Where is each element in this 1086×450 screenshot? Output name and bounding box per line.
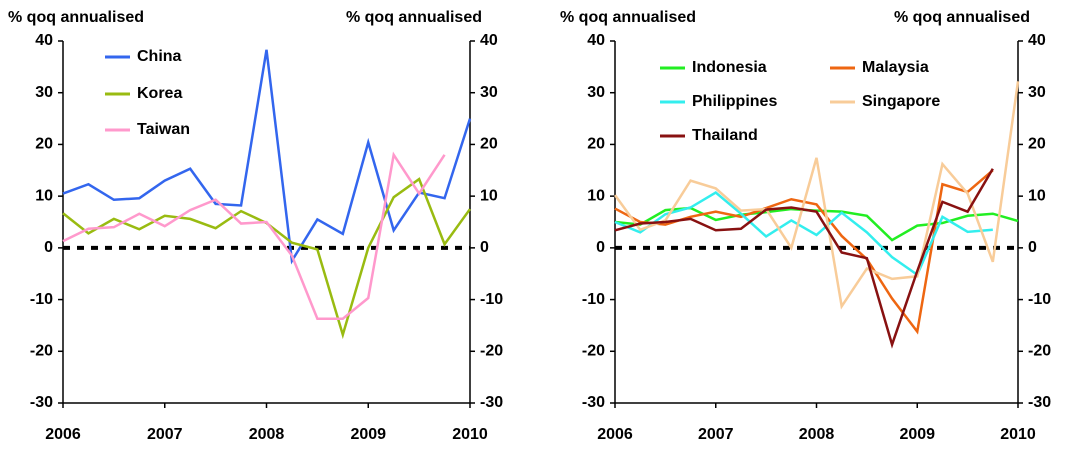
series-line [62, 151, 446, 320]
y-tick-label: -20 [582, 343, 605, 360]
series-line [62, 177, 472, 340]
x-tick-label: 2009 [899, 426, 935, 443]
y-axis-label: % qoq annualised [8, 9, 144, 26]
x-tick-label: 2007 [147, 426, 183, 443]
legend-label: Philippines [692, 93, 777, 110]
y2-tick-label: 0 [480, 239, 489, 256]
y-tick-label: -30 [582, 394, 605, 411]
y-tick-label: -10 [582, 291, 605, 308]
legend-label: Taiwan [137, 121, 190, 138]
legend-label: Singapore [862, 93, 940, 110]
y2-tick-label: 20 [1028, 136, 1046, 153]
x-tick-label: 2010 [452, 426, 488, 443]
y2-tick-label: -30 [1028, 394, 1051, 411]
y2-axis-label: % qoq annualised [346, 9, 482, 26]
y-tick-label: 30 [35, 84, 53, 101]
series-line [62, 49, 472, 265]
legend-label: Indonesia [692, 59, 767, 76]
y2-tick-label: -10 [480, 291, 503, 308]
y-tick-label: -20 [30, 343, 53, 360]
y-tick-label: 20 [587, 136, 605, 153]
series-line [613, 81, 1020, 310]
legend-label: Korea [137, 85, 182, 102]
y-axis-label: % qoq annualised [560, 9, 696, 26]
y-tick-label: 20 [35, 136, 53, 153]
legend-label: Malaysia [862, 59, 929, 76]
y2-tick-label: 30 [1028, 84, 1046, 101]
x-tick-label: 2008 [799, 426, 835, 443]
legend-label: China [137, 48, 182, 65]
y2-tick-label: -20 [1028, 343, 1051, 360]
y2-tick-label: 40 [1028, 32, 1046, 49]
legend-label: Thailand [692, 127, 758, 144]
x-tick-label: 2006 [45, 426, 81, 443]
y2-tick-label: -30 [480, 394, 503, 411]
x-tick-label: 2010 [1000, 426, 1036, 443]
y-tick-label: 40 [587, 32, 605, 49]
y2-tick-label: -20 [480, 343, 503, 360]
y2-tick-label: 20 [480, 136, 498, 153]
y2-tick-label: 10 [480, 187, 498, 204]
series-line [614, 190, 993, 277]
y2-tick-label: 0 [1028, 239, 1037, 256]
x-tick-label: 2007 [698, 426, 734, 443]
y2-tick-label: 40 [480, 32, 498, 49]
x-tick-label: 2009 [350, 426, 386, 443]
y-tick-label: 0 [596, 239, 605, 256]
x-tick-label: 2006 [597, 426, 633, 443]
y-tick-label: 30 [587, 84, 605, 101]
y2-tick-label: 30 [480, 84, 498, 101]
y-tick-label: 10 [35, 187, 53, 204]
y-tick-label: 40 [35, 32, 53, 49]
y2-tick-label: -10 [1028, 291, 1051, 308]
y2-tick-label: 10 [1028, 187, 1046, 204]
y2-axis-label: % qoq annualised [894, 9, 1030, 26]
y-tick-label: -30 [30, 394, 53, 411]
y-tick-label: -10 [30, 291, 53, 308]
y-tick-label: 0 [44, 239, 53, 256]
series-line [614, 168, 994, 349]
y-tick-label: 10 [587, 187, 605, 204]
x-tick-label: 2008 [249, 426, 285, 443]
